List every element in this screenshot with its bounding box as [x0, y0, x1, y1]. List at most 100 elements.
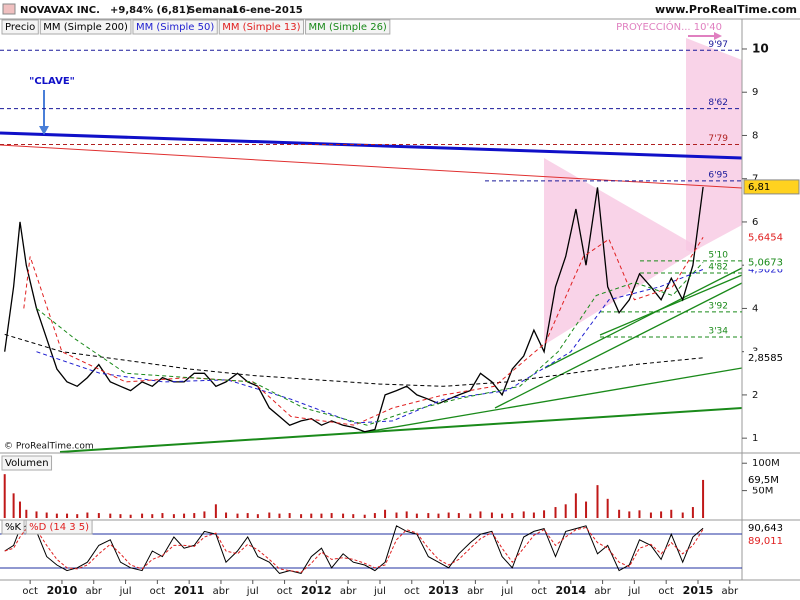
volume-bar: [457, 513, 460, 518]
stochastic-line: [4, 526, 704, 573]
volume-bar: [300, 514, 303, 518]
volume-bar: [395, 512, 398, 518]
volume-bar: [320, 513, 323, 518]
y-tick-label: 100M: [752, 458, 780, 469]
volume-bar: [670, 509, 673, 518]
y-tick-label: 8: [752, 130, 758, 141]
level-label: 7'79: [708, 134, 728, 144]
volume-bar: [76, 514, 79, 518]
volume-bar: [214, 504, 217, 518]
volume-bar: [342, 513, 345, 518]
volume-bar: [681, 512, 684, 518]
y-tick-label: 2: [752, 390, 758, 401]
volume-bar: [574, 493, 577, 518]
value-label: 2,8585: [748, 353, 783, 364]
volume-bar: [86, 512, 89, 518]
volume-bar: [183, 513, 186, 518]
volume-bar: [18, 501, 21, 518]
x-tick-label: abr: [213, 586, 230, 597]
volume-bar: [141, 513, 144, 518]
volume-bar: [363, 514, 366, 518]
projection-triangle: [544, 158, 700, 345]
change: +9,84% (6,81): [110, 5, 190, 16]
value-label: 5,6454: [748, 232, 783, 243]
x-tick-label: 2015: [683, 584, 714, 597]
price-line: [4, 186, 704, 433]
value-label-box: [743, 179, 800, 195]
volume-bar: [479, 511, 482, 518]
x-tick-label: jul: [373, 586, 386, 597]
volume-bar: [469, 513, 472, 518]
volume-bar: [55, 513, 58, 518]
x-tick-label: oct: [531, 586, 547, 597]
legend-label: MM (Simple 50): [136, 22, 214, 33]
volume-bar: [256, 514, 259, 518]
volume-bar: [618, 509, 621, 518]
volume-bar: [427, 513, 430, 518]
volume-bar: [501, 513, 504, 518]
volume-bar: [161, 513, 164, 518]
volume-bar: [97, 513, 100, 518]
annotation: "CLAVE": [29, 76, 75, 87]
level-label: 9'97: [708, 40, 728, 50]
volume-bar: [151, 514, 154, 518]
moving-average: [36, 261, 704, 426]
legend-label: %K: [5, 522, 22, 533]
volume-bar: [268, 512, 271, 518]
legend-box: [132, 19, 218, 35]
volume-bar: [596, 485, 599, 518]
x-tick-label: oct: [404, 586, 420, 597]
trend-line: [359, 367, 743, 434]
volume-bar: [278, 513, 281, 518]
volume-bar: [288, 513, 291, 518]
x-tick-label: abr: [594, 586, 611, 597]
volume-bar: [415, 513, 418, 518]
volume-bar: [447, 512, 450, 518]
volume-bar: [236, 513, 239, 518]
legend-label: %D (14 3 5): [29, 522, 89, 533]
volume-bar: [702, 479, 705, 518]
legend-label: MM (Simple 13): [222, 22, 300, 33]
value-label-box: [744, 521, 799, 536]
volume-bar: [66, 513, 69, 518]
value-label: 6,81: [748, 182, 770, 193]
volume-bar: [522, 511, 525, 518]
x-tick-label: abr: [721, 586, 738, 597]
volume-bar: [691, 507, 694, 518]
y-tick-label: 7: [752, 174, 758, 185]
value-label-box: [744, 255, 799, 270]
x-tick-label: oct: [22, 586, 38, 597]
trend-line: [599, 274, 743, 336]
volume-bar: [543, 510, 546, 518]
x-tick-label: jul: [627, 586, 640, 597]
x-tick-label: 2014: [555, 584, 586, 597]
volume-bar: [437, 513, 440, 518]
volume-bar: [193, 513, 196, 518]
x-tick-label: 2012: [301, 584, 332, 597]
title: NOVAVAX INC.: [20, 5, 100, 16]
volume-bar: [490, 512, 493, 518]
x-tick-label: abr: [340, 586, 357, 597]
volume-bar: [129, 514, 132, 518]
volume-bar: [405, 511, 408, 518]
y-tick-label: 10: [752, 41, 769, 55]
level-label: 3'92: [708, 301, 728, 311]
volume-bar: [330, 513, 333, 518]
legend-box: [305, 19, 391, 35]
period: Semanal: [188, 5, 236, 16]
level-label: 4'82: [708, 262, 728, 272]
legend-label: MM (Simple 26): [309, 22, 387, 33]
value-label-box: [744, 472, 799, 487]
x-tick-label: jul: [119, 586, 132, 597]
legend-box: [25, 519, 93, 535]
x-tick-label: 2011: [174, 584, 205, 597]
annotation-arrow-head: [39, 126, 49, 135]
trend-line: [59, 407, 743, 453]
legend-box: [1, 19, 39, 35]
x-tick-label: oct: [277, 586, 293, 597]
y-tick-label: 6: [752, 217, 758, 228]
volume-bar: [532, 512, 535, 518]
volume-bar: [638, 510, 641, 518]
level-label: 3'34: [708, 326, 728, 336]
value-label: 5,0673: [748, 257, 783, 268]
